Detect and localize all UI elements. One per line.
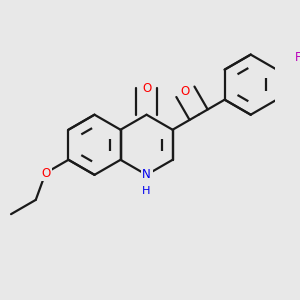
Text: O: O	[181, 85, 190, 98]
Text: O: O	[41, 167, 50, 179]
Text: F: F	[295, 51, 300, 64]
Text: N: N	[142, 168, 151, 181]
Text: O: O	[142, 82, 151, 95]
Text: H: H	[142, 186, 151, 197]
